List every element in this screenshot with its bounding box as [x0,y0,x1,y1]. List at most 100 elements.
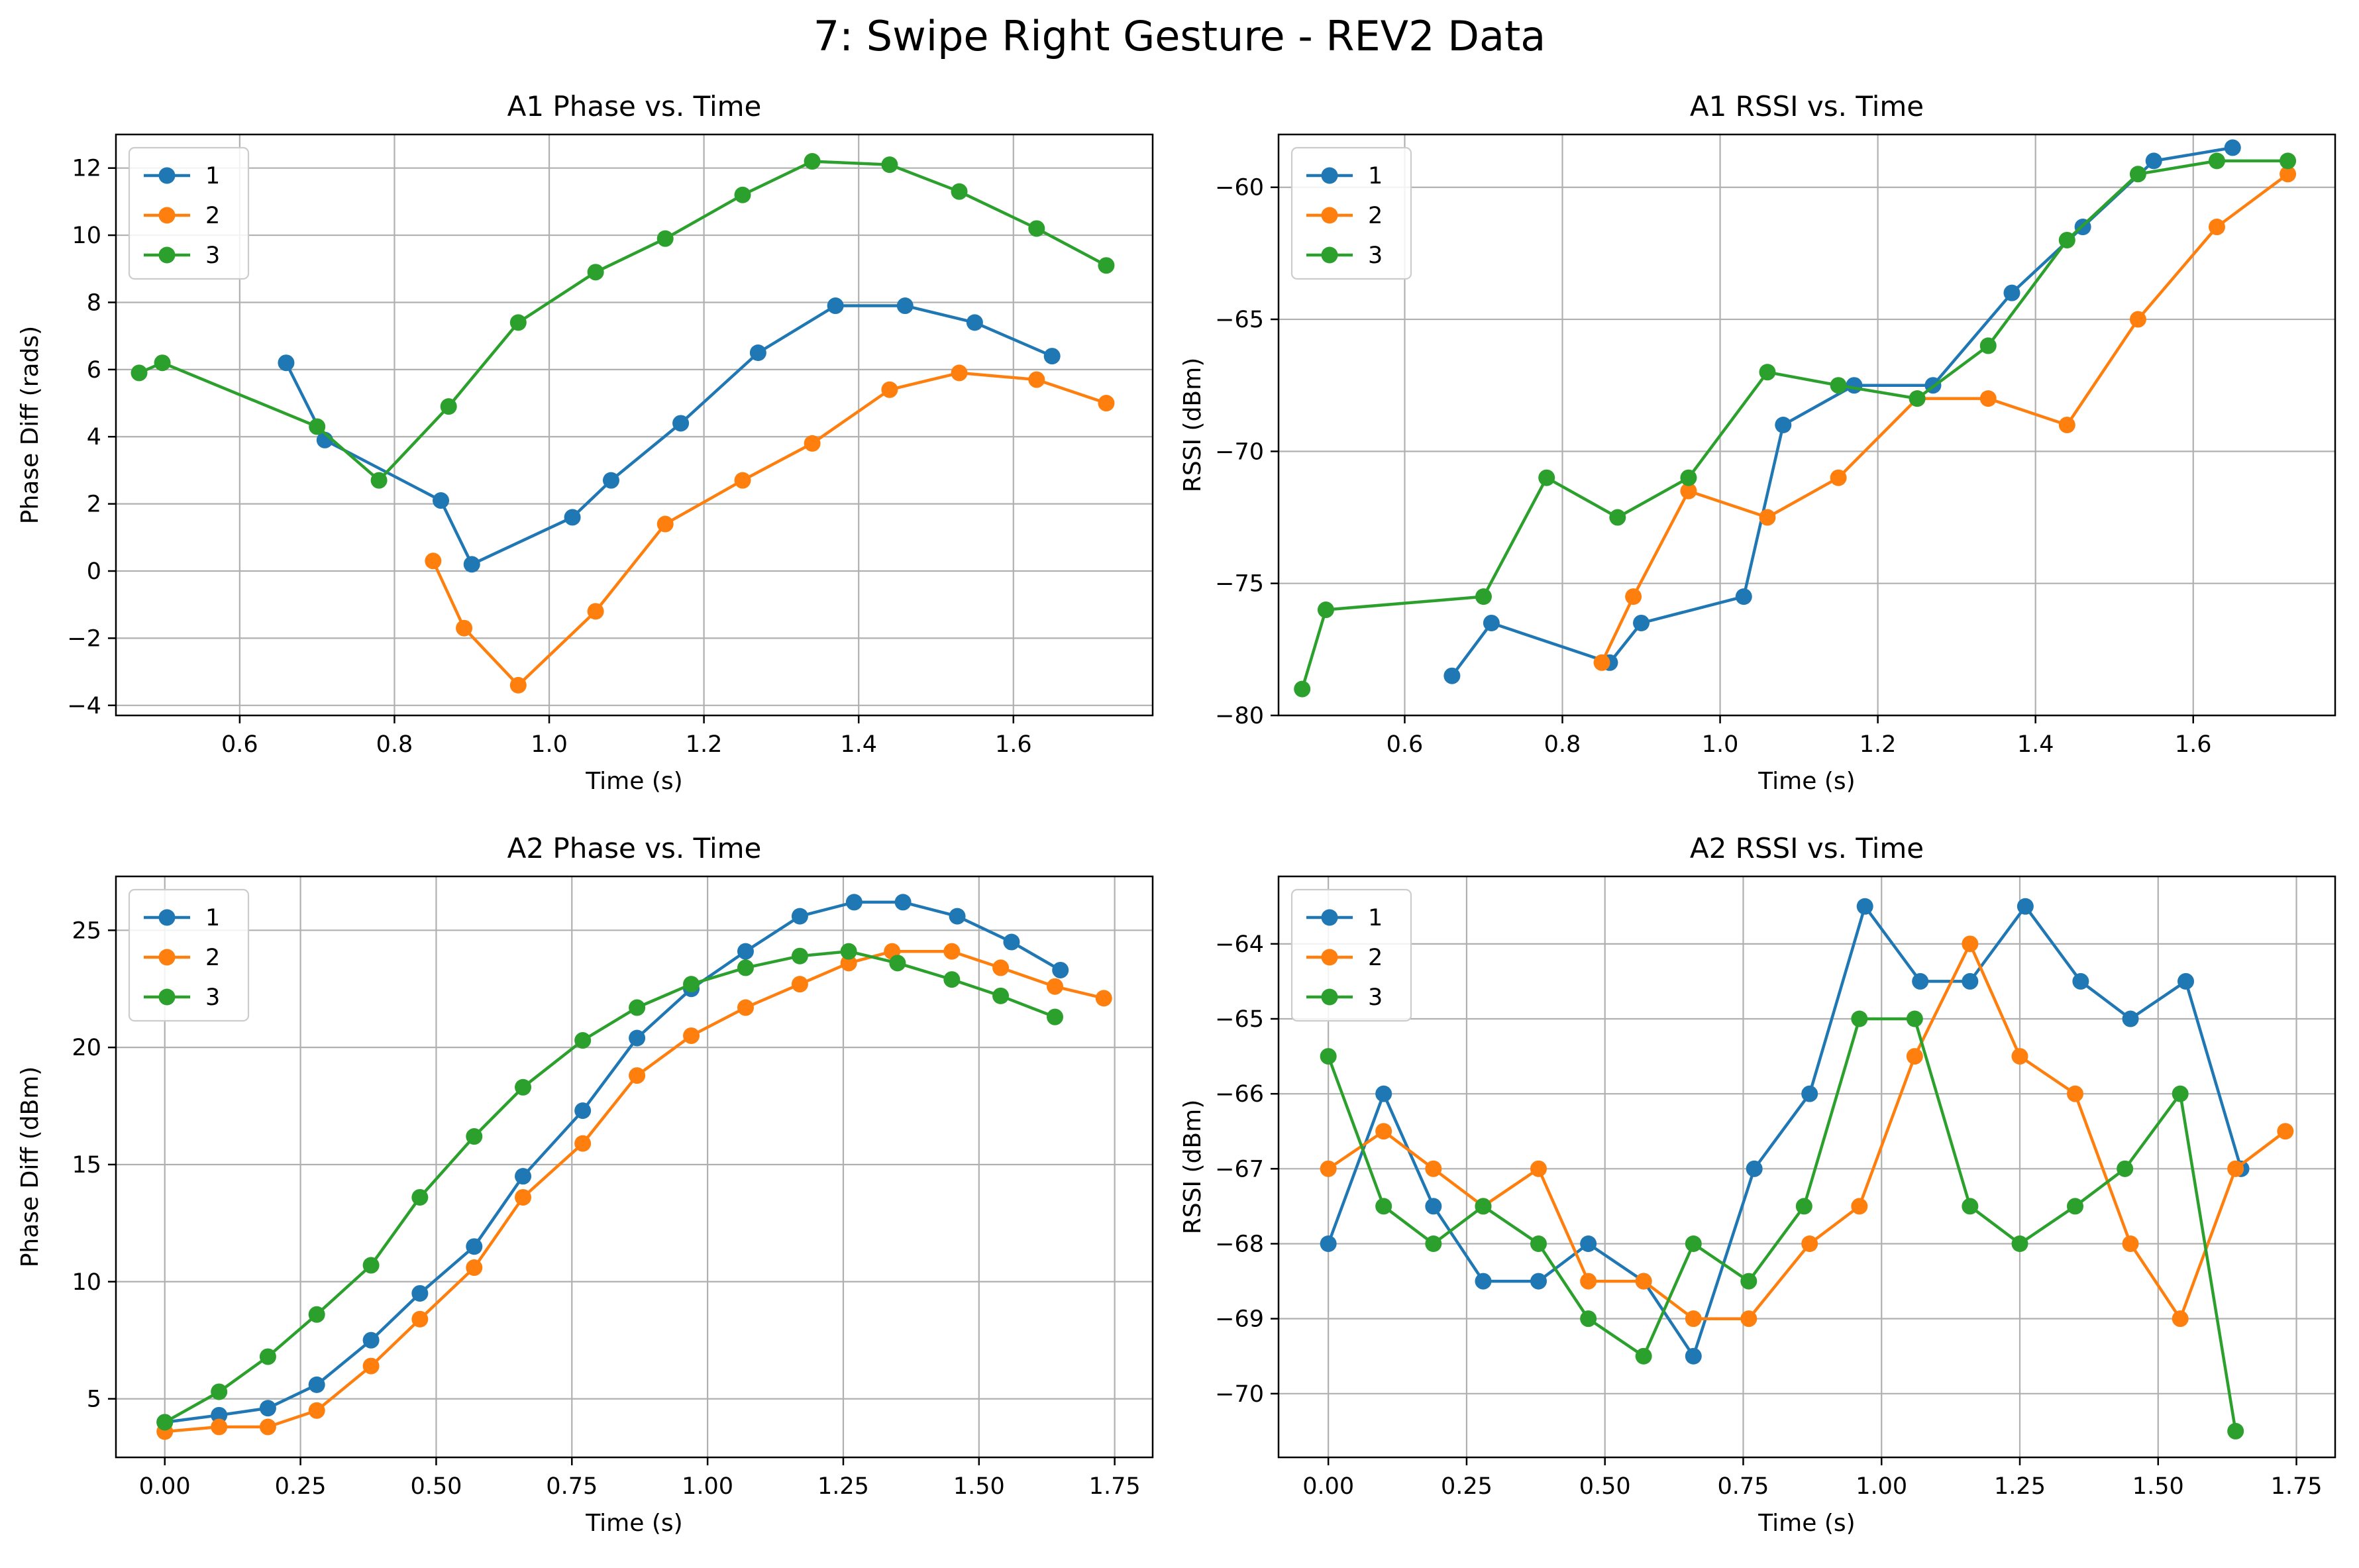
data-point [1759,364,1776,381]
data-point [1425,1160,1442,1177]
data-point [1635,1273,1652,1290]
y-tick-label: 10 [72,223,101,249]
y-tick-label: −2 [67,625,101,652]
x-tick-label: 1.25 [1994,1473,2046,1500]
x-tick-label: 0.50 [410,1473,462,1500]
data-point [1979,390,1997,407]
data-point [656,230,674,247]
data-point [1801,1085,1818,1102]
legend-entry: 1 [1368,905,1383,931]
data-point [1633,614,1650,631]
data-point [2227,1422,2244,1439]
data-point [1685,1310,1702,1328]
data-point [1443,667,1461,684]
data-point [1028,220,1045,237]
data-point [840,943,857,960]
legend-entry: 1 [1368,163,1383,189]
legend-marker [158,949,176,966]
data-point [2067,1198,2084,1215]
data-point [992,987,1010,1004]
data-point [2172,1085,2189,1102]
data-point [433,492,450,509]
data-point [2011,1235,2028,1252]
data-point [1530,1235,1547,1252]
x-tick-label: 1.75 [1089,1473,1141,1500]
data-point [1530,1160,1547,1177]
data-point [804,153,821,170]
data-point [672,415,690,432]
y-tick-label: −70 [1215,439,1264,465]
series-line-3 [1327,1017,2237,1432]
y-tick-label: −65 [1215,307,1264,333]
data-point [2072,972,2089,990]
x-axis-label: Time (s) [585,1510,682,1537]
series-line-2 [1600,172,2289,664]
data-point [943,943,961,960]
legend: 1 2 3 [128,146,250,280]
y-tick-label: −68 [1215,1231,1264,1257]
data-point [629,1067,646,1084]
data-point [992,959,1010,976]
data-point [951,183,968,200]
data-point [411,1310,429,1328]
legend-marker [158,988,176,1006]
data-point [683,1027,700,1044]
legend-entry: 3 [1368,242,1383,269]
data-point [734,186,751,203]
data-point [1483,614,1500,631]
axes-frame [1277,133,2336,717]
y-tick-label: 10 [72,1269,101,1296]
data-point [1580,1235,1597,1252]
subplot-4: 0.00 0.25 0.50 0.75 1.00 1.25 1.50 1.75 −70 −69 −6… [1179,832,2336,1537]
data-point [1912,972,1929,990]
legend-marker [1321,246,1338,264]
y-tick-label: 5 [87,1386,101,1413]
y-tick-label: 20 [72,1035,101,1061]
y-tick-label: 15 [72,1152,101,1178]
data-point [2129,311,2146,328]
data-point [1475,588,1492,605]
legend-entry: 2 [205,945,220,971]
subplot-title: A1 Phase vs. Time [507,90,762,123]
x-tick-label: 0.25 [275,1473,327,1500]
x-tick-label: 0.6 [221,731,258,758]
data-point [211,1418,228,1436]
data-point [2172,1310,2189,1328]
legend-marker [1321,988,1338,1006]
legend-box [1290,146,1412,280]
data-point [1795,1198,1812,1215]
data-point [2017,898,2034,915]
data-point [1320,1160,1337,1177]
legend: 1 2 3 [1290,888,1412,1022]
subplot-2: 0.6 0.8 1.0 1.2 1.4 1.6 −80 −75 −70 −65 −60 A1 RSSI… [1179,90,2336,795]
data-point [951,364,968,382]
x-tick-label: 1.25 [817,1473,869,1500]
data-point [1047,978,1064,995]
data-point [1580,1310,1597,1328]
legend-entry: 1 [205,905,220,931]
data-point [656,515,674,533]
data-point [2067,1085,2084,1102]
data-point [602,472,619,489]
data-point [2224,139,2241,156]
data-point [1962,972,1979,990]
data-point [509,314,527,331]
data-point [515,1078,532,1096]
data-point [1680,482,1697,499]
data-point [308,1306,325,1323]
x-tick-label: 1.2 [686,731,723,758]
series-line-1 [164,900,1061,1424]
data-point [2145,152,2162,170]
series-line-1 [1451,146,2233,677]
y-axis-label: Phase Diff (rads) [17,326,44,524]
data-point [1979,337,1997,354]
data-point [308,1376,325,1393]
series-line-3 [1300,159,2288,690]
series-line-3 [164,949,1056,1424]
data-point [1530,1273,1547,1290]
subplot-title: A2 Phase vs. Time [507,832,762,864]
series-line-2 [164,949,1104,1434]
y-tick-label: 12 [72,156,101,182]
